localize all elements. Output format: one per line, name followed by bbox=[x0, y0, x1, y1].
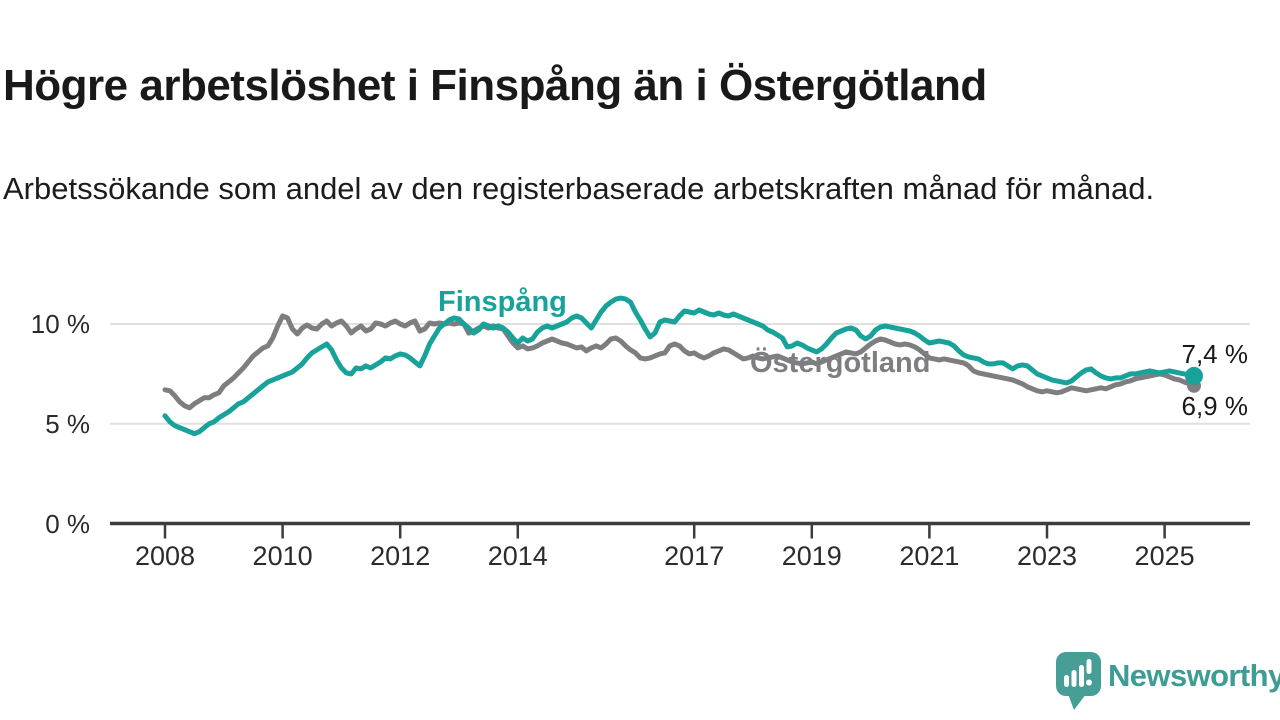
newsworthy-logo-icon bbox=[1056, 652, 1101, 710]
newsworthy-logo: Newsworthy bbox=[1054, 650, 1280, 712]
chart-subtitle: Arbetssökande som andel av den registerb… bbox=[3, 171, 1155, 206]
y-tick-label: 0 % bbox=[45, 508, 90, 539]
x-tick-label: 2010 bbox=[252, 541, 313, 571]
x-tick-label: 2021 bbox=[899, 541, 960, 571]
x-tick-label: 2008 bbox=[134, 541, 196, 571]
chart-title: Högre arbetslöshet i Finspång än i Öster… bbox=[3, 61, 987, 111]
value-label-ostergotland: 6,9 % bbox=[1181, 391, 1249, 421]
x-tick-label: 2017 bbox=[664, 541, 725, 571]
y-tick-label: 5 % bbox=[45, 408, 90, 439]
newsworthy-wordmark: Newsworthy bbox=[1108, 658, 1280, 693]
series-label-finspang: Finspång bbox=[438, 286, 567, 318]
series-end-dot-finspang bbox=[1185, 366, 1203, 385]
x-tick-label: 2012 bbox=[370, 541, 431, 571]
series-line-finspang bbox=[162, 295, 1197, 437]
x-tick-label: 2014 bbox=[487, 541, 548, 571]
y-tick-label: 10 % bbox=[30, 309, 90, 339]
value-label-finspang: 7,4 % bbox=[1181, 339, 1249, 369]
series-line-ostergotland bbox=[162, 313, 1197, 411]
series-label-ostergotland: Östergötland bbox=[750, 347, 931, 379]
x-tick-label: 2023 bbox=[1016, 541, 1078, 571]
x-tick-label: 2025 bbox=[1134, 541, 1195, 571]
x-tick-label: 2019 bbox=[781, 541, 842, 571]
